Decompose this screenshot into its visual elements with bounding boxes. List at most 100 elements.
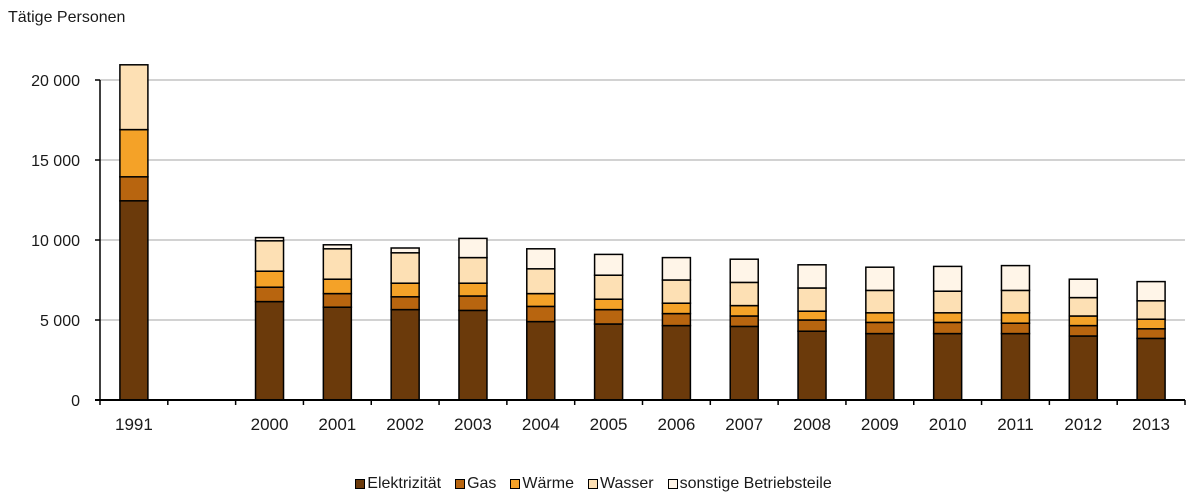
- legend-label: Gas: [467, 475, 497, 492]
- legend-swatch: [510, 479, 521, 489]
- bar-segment: [1068, 278, 1099, 299]
- bar-segment: [729, 315, 759, 328]
- bar-segment: [729, 304, 759, 317]
- bar-segment: [1136, 280, 1166, 302]
- x-tick-label: 2011: [997, 415, 1034, 434]
- bar-segment: [1000, 264, 1031, 292]
- bar-segment: [661, 312, 692, 327]
- bar-segment: [322, 248, 353, 280]
- bar-segment: [661, 279, 692, 304]
- bar-segment: [458, 282, 488, 297]
- bar-segment: [390, 252, 420, 284]
- y-tick-label: 15 000: [31, 153, 80, 170]
- x-tick-label: 2007: [725, 415, 763, 434]
- bar-segment: [593, 323, 624, 401]
- bar-segment: [593, 298, 624, 311]
- bar-segment: [254, 300, 285, 401]
- bar-segment: [1136, 300, 1166, 320]
- x-tick-label: 2004: [522, 415, 560, 434]
- bar-segment: [865, 332, 895, 401]
- bar-segment: [932, 321, 963, 335]
- x-tick-label: 2010: [929, 415, 967, 434]
- bar-segment: [661, 256, 692, 281]
- bar-segment: [797, 319, 827, 332]
- bar-segment: [119, 200, 149, 401]
- bar-segment: [119, 64, 149, 131]
- bar-segment: [458, 237, 488, 259]
- legend-item: Gas: [455, 475, 496, 493]
- bar-segment: [322, 292, 353, 308]
- bar-segment: [1000, 332, 1031, 401]
- bar-segment: [390, 308, 420, 401]
- x-tick-label: 2013: [1132, 415, 1170, 434]
- bar-segment: [797, 264, 827, 289]
- bar-segment: [1000, 322, 1031, 335]
- legend-item: Wärme: [510, 475, 574, 493]
- bar-segment: [526, 268, 556, 295]
- bar-segment: [661, 302, 692, 315]
- y-tick-label: 5 000: [40, 313, 80, 330]
- bar-segment: [865, 289, 895, 314]
- bar-segment: [593, 253, 624, 276]
- legend-item: Elektrizität: [355, 475, 441, 493]
- bar-segment: [254, 236, 285, 242]
- bar-segment: [729, 281, 759, 307]
- bar-segment: [119, 128, 149, 178]
- bar-segment: [254, 240, 285, 272]
- x-tick-label: 2000: [251, 415, 289, 434]
- legend-swatch: [667, 479, 678, 489]
- legend-swatch: [587, 479, 598, 489]
- y-tick-label: 0: [71, 393, 80, 410]
- bar-segment: [1000, 289, 1031, 314]
- bar-segment: [526, 248, 556, 270]
- bar-segment: [526, 320, 556, 401]
- x-tick-label: 2005: [590, 415, 628, 434]
- legend-swatch: [355, 479, 366, 489]
- legend-label: Wasser: [599, 475, 654, 492]
- bar-segment: [661, 324, 692, 401]
- bar-segment: [390, 296, 420, 311]
- bar-segment: [932, 312, 963, 324]
- x-tick-label: 2012: [1064, 415, 1102, 434]
- bar-segment: [1000, 312, 1031, 324]
- x-tick-label: 2006: [657, 415, 695, 434]
- bar-segment: [797, 287, 827, 312]
- bar-segment: [322, 244, 353, 250]
- bar-segment: [390, 282, 420, 298]
- x-tick-label: 2009: [861, 415, 899, 434]
- y-axis-title: Tätige Personen: [8, 9, 126, 26]
- bar-segment: [458, 309, 488, 401]
- legend-item: sonstige Betriebsteile: [667, 475, 832, 493]
- bar-segment: [526, 305, 556, 323]
- legend-label: Elektrizität: [367, 475, 442, 492]
- legend-swatch: [455, 479, 466, 489]
- bar-segment: [1068, 315, 1099, 327]
- bar-segment: [593, 274, 624, 300]
- bar-segment: [1136, 328, 1166, 340]
- bar-segment: [526, 292, 556, 308]
- bar-segment: [593, 308, 624, 325]
- y-tick-label: 20 000: [31, 73, 80, 90]
- bar-segment: [322, 306, 353, 401]
- bar-segment: [865, 312, 895, 324]
- bar-segment: [254, 270, 285, 288]
- bar-segment: [254, 286, 285, 303]
- bar-segment: [1068, 335, 1099, 401]
- bar-segment: [865, 266, 895, 292]
- bar-segment: [458, 295, 488, 312]
- y-tick-label: 10 000: [31, 233, 80, 250]
- bar-segment: [932, 332, 963, 401]
- legend-label: sonstige Betriebsteile: [679, 475, 832, 492]
- bar-segment: [865, 321, 895, 335]
- x-tick-label: 2003: [454, 415, 492, 434]
- bar-segment: [119, 176, 149, 202]
- x-tick-label: 2008: [793, 415, 831, 434]
- bar-segment: [729, 258, 759, 284]
- x-tick-label: 2002: [386, 415, 424, 434]
- bar-segment: [1068, 296, 1099, 317]
- bar-segment: [797, 330, 827, 401]
- bar-segment: [458, 256, 488, 284]
- bar-segment: [390, 247, 420, 254]
- bar-segment: [932, 290, 963, 314]
